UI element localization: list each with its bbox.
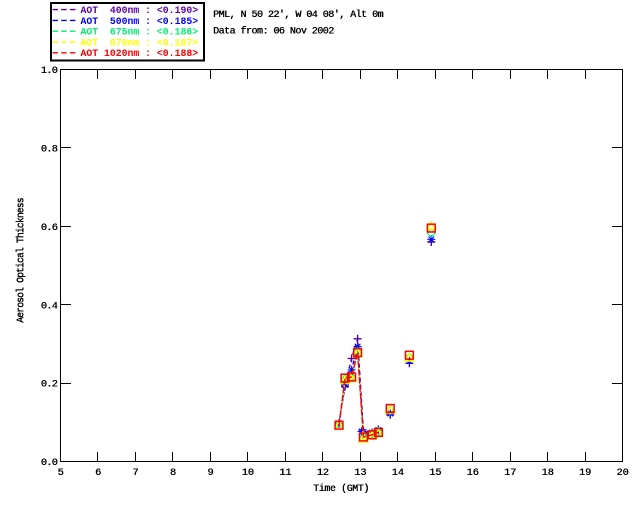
- svg-text:AOT 500nm : <0.185>: AOT 500nm : <0.185>: [81, 16, 199, 27]
- svg-text:Aerosol Optical Thickness: Aerosol Optical Thickness: [15, 197, 26, 322]
- svg-text:19: 19: [579, 468, 591, 479]
- svg-text:AOT 1020nm : <0.188>: AOT 1020nm : <0.188>: [81, 48, 199, 59]
- svg-text:AOT 400nm : <0.190>: AOT 400nm : <0.190>: [81, 5, 199, 16]
- svg-text:AOT 870nm : <0.187>: AOT 870nm : <0.187>: [81, 37, 199, 48]
- svg-text:Data from: 06 Nov 2002: Data from: 06 Nov 2002: [213, 26, 334, 38]
- svg-text:AOT 675nm : <0.186>: AOT 675nm : <0.186>: [81, 27, 199, 38]
- svg-text:0.6: 0.6: [41, 223, 58, 234]
- svg-text:13: 13: [354, 468, 366, 479]
- svg-text:7: 7: [132, 468, 138, 479]
- svg-text:11: 11: [279, 468, 291, 479]
- svg-text:16: 16: [466, 468, 478, 479]
- svg-text:PML, N 50 22', W 04 08', Alt 0: PML, N 50 22', W 04 08', Alt 0m: [213, 9, 383, 21]
- svg-text:17: 17: [504, 468, 516, 479]
- svg-text:12: 12: [317, 468, 329, 479]
- svg-text:18: 18: [541, 468, 553, 479]
- svg-text:9: 9: [207, 468, 213, 479]
- svg-text:1.0: 1.0: [41, 66, 58, 77]
- svg-text:20: 20: [616, 468, 628, 479]
- svg-text:10: 10: [242, 468, 254, 479]
- svg-text:0.8: 0.8: [41, 145, 58, 156]
- svg-text:6: 6: [95, 468, 101, 479]
- svg-text:14: 14: [392, 468, 404, 479]
- svg-text:5: 5: [57, 468, 63, 479]
- svg-text:0.2: 0.2: [41, 380, 58, 391]
- svg-text:8: 8: [170, 468, 176, 479]
- svg-text:15: 15: [429, 468, 441, 479]
- svg-text:Time (GMT): Time (GMT): [313, 483, 369, 494]
- svg-text:0.4: 0.4: [41, 301, 58, 312]
- svg-text:0.0: 0.0: [41, 458, 58, 469]
